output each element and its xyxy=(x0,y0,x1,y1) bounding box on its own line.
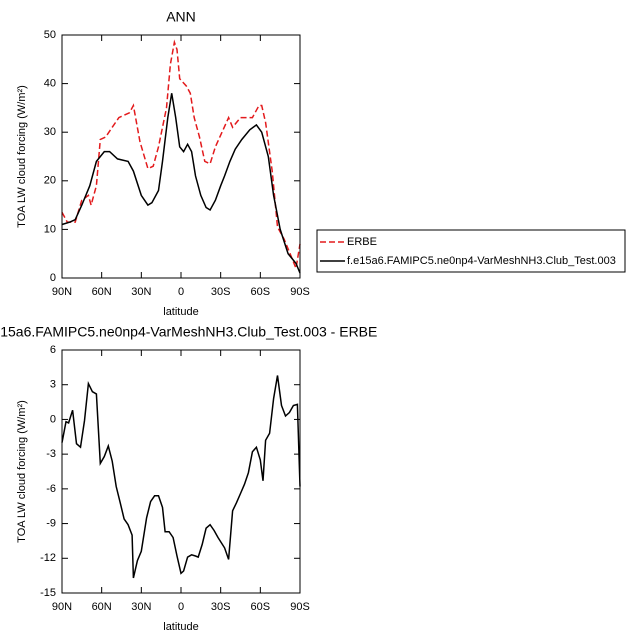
legend-label: ERBE xyxy=(347,236,377,248)
x-tick-label: 60S xyxy=(251,286,271,298)
x-tick-label: 0 xyxy=(178,601,184,613)
x-axis-label: latitude xyxy=(163,621,198,633)
x-tick-label: 60N xyxy=(92,286,112,298)
x-axis-label: latitude xyxy=(163,306,198,318)
y-tick-label: -6 xyxy=(46,483,56,495)
x-tick-label: 30S xyxy=(211,286,231,298)
x-tick-label: 0 xyxy=(178,286,184,298)
x-tick-label: 60N xyxy=(92,601,112,613)
x-tick-label: 60S xyxy=(251,601,271,613)
legend-label: f.e15a6.FAMIPC5.ne0np4-VarMeshNH3.Club_T… xyxy=(347,255,616,267)
y-tick-label: 0 xyxy=(50,272,56,284)
y-tick-label: 40 xyxy=(44,78,56,90)
plot-frame xyxy=(61,349,301,594)
chart-title: f.e15a6.FAMIPC5.ne0np4-VarMeshNH3.Club_T… xyxy=(0,324,377,340)
x-tick-label: 90N xyxy=(52,601,72,613)
x-tick-label: 90S xyxy=(290,601,310,613)
y-tick-label: -9 xyxy=(46,517,56,529)
y-tick-label: 50 xyxy=(44,29,56,41)
y-axis-label: TOA LW cloud forcing (W/m²) xyxy=(16,400,28,543)
y-tick-label: 0 xyxy=(50,413,56,425)
data-line xyxy=(61,375,301,579)
x-tick-label: 30S xyxy=(211,601,231,613)
y-tick-label: 6 xyxy=(50,344,56,356)
x-tick-label: 90N xyxy=(52,286,72,298)
legend-box xyxy=(316,229,626,273)
y-tick-label: 10 xyxy=(44,223,56,235)
chart-title: ANN xyxy=(166,9,196,25)
x-tick-label: 90S xyxy=(290,286,310,298)
x-tick-label: 30N xyxy=(131,286,151,298)
data-line xyxy=(61,39,301,272)
y-tick-label: 30 xyxy=(44,126,56,138)
data-line xyxy=(61,93,301,274)
y-tick-label: -12 xyxy=(40,552,56,564)
y-tick-label: -15 xyxy=(40,587,56,599)
plot-frame xyxy=(61,34,301,279)
y-tick-label: 3 xyxy=(50,379,56,391)
y-tick-label: -3 xyxy=(46,448,56,460)
x-tick-label: 30N xyxy=(131,601,151,613)
y-axis-label: TOA LW cloud forcing (W/m²) xyxy=(16,85,28,228)
y-tick-label: 20 xyxy=(44,175,56,187)
